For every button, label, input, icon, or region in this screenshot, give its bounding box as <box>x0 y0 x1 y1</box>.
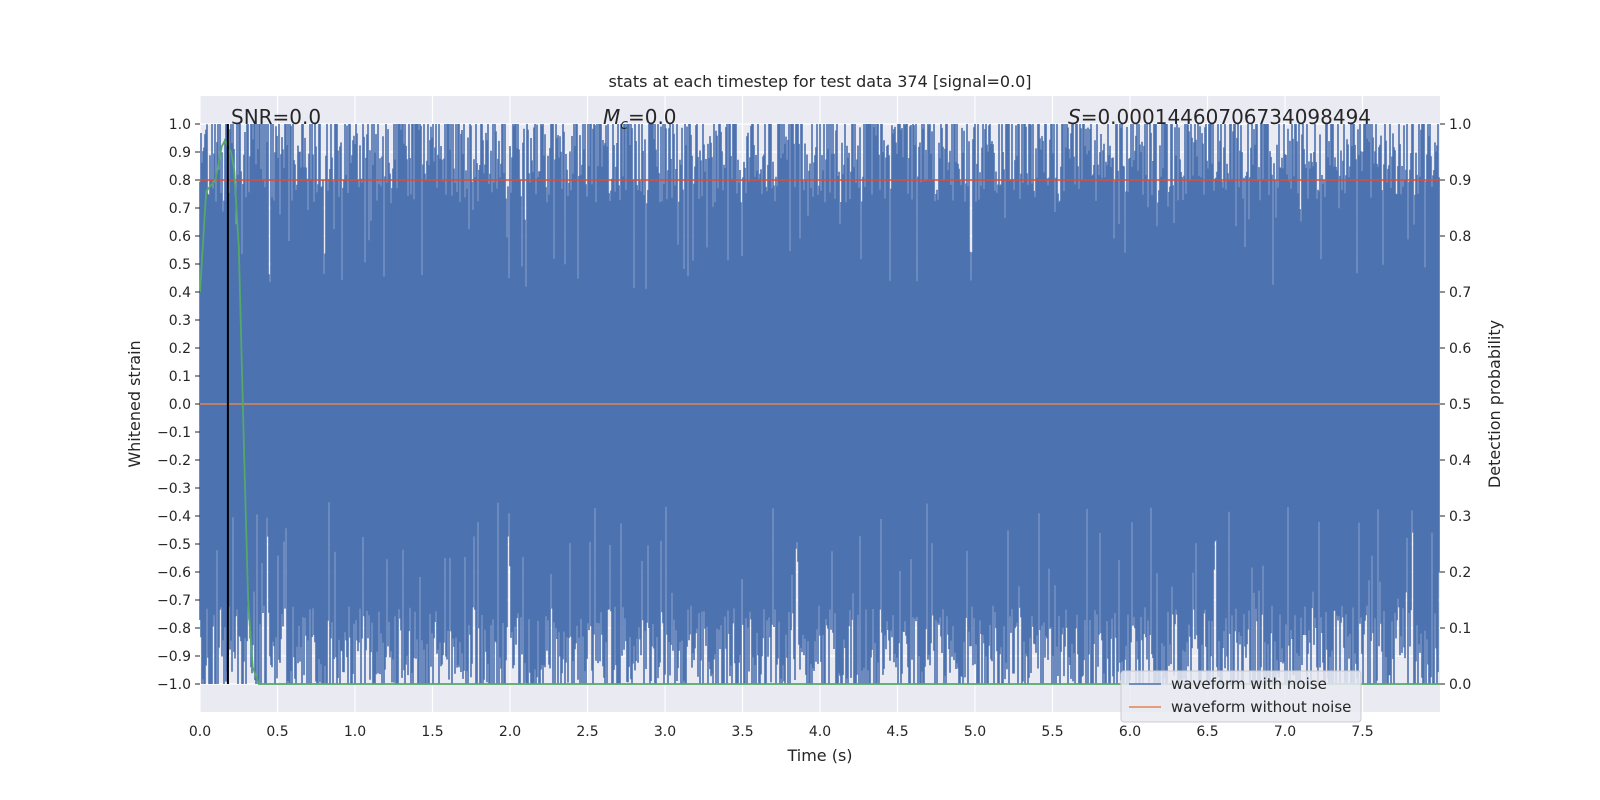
y-tick-label-8: 0.2 <box>169 341 191 357</box>
chirp-mass-subscript: c <box>620 117 628 133</box>
y-tick-label-20: −1.0 <box>157 677 191 693</box>
y2-axis-label: Detection probability <box>1485 320 1504 488</box>
y2-tick-label-1: 0.9 <box>1449 173 1471 189</box>
x-tick-label-13: 6.5 <box>1196 724 1218 740</box>
x-tick-label-6: 3.0 <box>654 724 676 740</box>
y2-tick-label-10: 0.0 <box>1449 677 1471 693</box>
x-tick-label-7: 3.5 <box>731 724 753 740</box>
x-axis-label: Time (s) <box>786 746 852 765</box>
x-tick-label-12: 6.0 <box>1119 724 1141 740</box>
chirp-mass-annotation: Mc=0.0 <box>603 105 677 133</box>
y-tick-label-18: −0.8 <box>157 621 191 637</box>
y-tick-label-14: −0.4 <box>157 509 191 525</box>
y2-tick-label-0: 1.0 <box>1449 117 1471 133</box>
y2-tick-label-3: 0.7 <box>1449 285 1471 301</box>
y2-tick-label-8: 0.2 <box>1449 565 1471 581</box>
x-tick-label-3: 1.5 <box>421 724 443 740</box>
legend-label-clean: waveform without noise <box>1171 698 1351 716</box>
y-tick-label-17: −0.7 <box>157 593 191 609</box>
y-tick-label-16: −0.6 <box>157 565 191 581</box>
y-tick-label-13: −0.3 <box>157 481 191 497</box>
chirp-mass-value: =0.0 <box>628 105 677 129</box>
y2-tick-label-6: 0.4 <box>1449 453 1471 469</box>
x-tick-label-9: 4.5 <box>886 724 908 740</box>
detection-probability-line <box>199 138 1440 685</box>
y-tick-label-9: 0.1 <box>169 369 191 385</box>
y2-axis-ticks: 1.0 0.9 0.8 0.7 0.6 0.5 0.4 0.3 0.2 0.1 0.0 <box>1440 117 1471 693</box>
x-tick-label-5: 2.5 <box>576 724 598 740</box>
y-axis-label: Whitened strain <box>125 340 144 467</box>
snr-annotation: SNR=0.0 <box>231 105 321 129</box>
x-tick-label-1: 0.5 <box>266 724 288 740</box>
y-tick-label-10: 0.0 <box>169 397 191 413</box>
y2-tick-label-5: 0.5 <box>1449 397 1471 413</box>
x-tick-label-15: 7.5 <box>1351 724 1373 740</box>
y-tick-label-6: 0.4 <box>169 285 191 301</box>
legend-label-noise: waveform with noise <box>1171 675 1327 693</box>
y2-tick-label-7: 0.3 <box>1449 509 1471 525</box>
x-tick-label-11: 5.5 <box>1041 724 1063 740</box>
legend-box <box>1120 670 1362 723</box>
y-tick-label-11: −0.1 <box>157 425 191 441</box>
y-tick-label-19: −0.9 <box>157 649 191 665</box>
y-tick-label-7: 0.3 <box>169 313 191 329</box>
y-tick-label-1: 0.9 <box>169 145 191 161</box>
x-tick-label-8: 4.0 <box>809 724 831 740</box>
score-value: =0.00014460706734098494 <box>1081 105 1371 129</box>
y-tick-label-15: −0.5 <box>157 537 191 553</box>
legend: waveform with noise waveform without noi… <box>1120 670 1362 723</box>
y-tick-label-0: 1.0 <box>169 117 191 133</box>
series-lines <box>199 124 1440 685</box>
y-axis-ticks: 1.0 0.9 0.8 0.7 0.6 0.5 0.4 0.3 0.2 0.1 0.0 −0.1 −0.… <box>157 117 200 693</box>
x-tick-label-14: 7.0 <box>1274 724 1296 740</box>
x-tick-label-0: 0.0 <box>189 724 211 740</box>
x-tick-label-10: 5.0 <box>964 724 986 740</box>
chirp-mass-symbol: M <box>603 105 620 129</box>
y-tick-label-3: 0.7 <box>169 201 191 217</box>
score-annotation: S=0.00014460706734098494 <box>1068 105 1371 129</box>
score-symbol: S <box>1068 105 1081 129</box>
x-axis-ticks: 0.0 0.5 1.0 1.5 2.0 2.5 3.0 3.5 4.0 4.5 5.0 5.5 6.0 6… <box>189 724 1374 740</box>
y-tick-label-4: 0.6 <box>169 229 191 245</box>
y-tick-label-5: 0.5 <box>169 257 191 273</box>
y2-tick-label-2: 0.8 <box>1449 229 1471 245</box>
chart-title: stats at each timestep for test data 374… <box>608 72 1031 91</box>
y-tick-label-2: 0.8 <box>169 173 191 189</box>
x-tick-label-2: 1.0 <box>344 724 366 740</box>
y2-tick-label-4: 0.6 <box>1449 341 1471 357</box>
y2-tick-label-9: 0.1 <box>1449 621 1471 637</box>
x-tick-label-4: 2.0 <box>499 724 521 740</box>
y-tick-label-12: −0.2 <box>157 453 191 469</box>
